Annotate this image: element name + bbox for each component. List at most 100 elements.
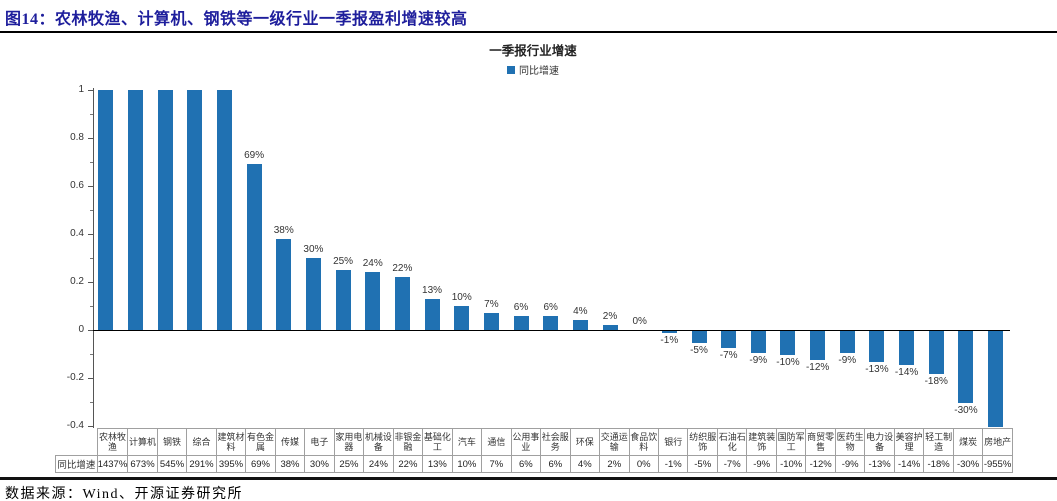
bar-交通运输 (602, 325, 618, 330)
table-category-header: 钢铁 (156, 428, 188, 456)
y-axis-line (93, 88, 94, 428)
table-category-header: 计算机 (127, 428, 158, 456)
bar-value-label: 6% (543, 301, 558, 313)
bar-煤炭 (958, 331, 974, 403)
bar-value-label: 13% (422, 284, 443, 296)
bar-value-label: -7% (719, 349, 738, 361)
table-category-header: 非银金融 (392, 428, 424, 456)
y-axis-tick-label: -0.4 (66, 420, 84, 431)
y-axis-major-tick (88, 378, 93, 379)
bar-电子 (305, 258, 321, 330)
bar-value-label: 30% (303, 244, 324, 255)
table-category-header: 医药生物 (834, 428, 866, 456)
table-value-cell: 395% (215, 455, 247, 473)
table-value-cell: 38% (274, 455, 306, 473)
table-value-cell: -9% (746, 455, 777, 473)
table-value-cell: -12% (805, 455, 836, 473)
table-category-header: 环保 (569, 428, 601, 456)
bar-综合 (187, 90, 203, 330)
table-value-cell: 4% (569, 455, 601, 473)
y-axis-major-tick (88, 138, 93, 139)
chart-data-table: 农林牧渔 计算机 钢铁 综合 建筑材料 有色金属 传媒 电子 家用电器 机械设备 非银金融 基础化工汽… (55, 428, 1013, 473)
data-source-note: 数据来源：Wind、开源证券研究所 (5, 487, 244, 501)
table-category-header: 商贸零售 (805, 428, 836, 456)
table-value-cell: -14% (893, 455, 925, 473)
title-divider (0, 31, 1057, 33)
table-value-cell: 545% (156, 455, 188, 473)
bar-有色金属 (246, 164, 262, 330)
table-category-header: 传媒 (274, 428, 306, 456)
footer-divider (0, 477, 1057, 480)
table-category-header: 机械设备 (363, 428, 394, 456)
table-value-cell: 6% (510, 455, 542, 473)
table-category-header: 家用电器 (333, 428, 365, 456)
bar-value-label: 24% (362, 258, 383, 270)
table-category-header: 煤炭 (952, 428, 984, 456)
table-value-cell: -7% (716, 455, 748, 473)
bar-商贸零售 (810, 331, 826, 360)
chart-legend: 同比增速 (93, 62, 973, 77)
bar-value-label: -13% (865, 364, 889, 376)
bar-石油石化 (721, 331, 737, 348)
legend-swatch-icon (507, 65, 515, 74)
table-value-cell: -9% (834, 455, 866, 473)
table-corner-cell (56, 429, 98, 456)
bar-银行 (661, 331, 677, 334)
y-axis-major-tick (88, 426, 93, 427)
bar-钢铁 (157, 90, 173, 330)
bar-value-label: 22% (392, 263, 413, 275)
bar-value-label: -9% (838, 354, 857, 366)
y-axis-major-tick (88, 90, 93, 91)
table-category-header: 轻工制造 (923, 428, 954, 456)
y-axis-minor-tick (90, 258, 93, 259)
bar-value-label: 38% (273, 224, 294, 236)
table-category-header: 电力设备 (864, 428, 895, 456)
table-category-header: 农林牧渔 (96, 428, 129, 456)
bar-美容护理 (899, 331, 915, 365)
y-axis-minor-tick (90, 306, 93, 307)
bar-value-label: 6% (513, 301, 529, 313)
table-category-header: 通信 (481, 428, 512, 456)
bar-建筑装饰 (750, 331, 766, 353)
y-axis-minor-tick (90, 402, 93, 403)
legend-label: 同比增速 (519, 66, 559, 77)
bar-value-label: -1% (660, 335, 679, 347)
y-axis-tick-label: 0.2 (70, 276, 84, 287)
table-category-header: 纺织服饰 (687, 428, 718, 456)
bar-建筑材料 (216, 90, 232, 330)
y-axis-minor-tick (90, 162, 93, 163)
bar-value-label: 69% (244, 150, 265, 162)
table-value-cell: -955% (982, 455, 1013, 473)
bar-房地产 (988, 331, 1004, 427)
bar-机械设备 (365, 272, 381, 330)
y-axis-tick-label: -0.2 (66, 372, 84, 383)
y-axis-tick-label: 0.4 (70, 228, 84, 239)
table-category-header: 公用事业 (510, 428, 542, 456)
y-axis-major-tick (88, 186, 93, 187)
bar-value-label: -9% (749, 354, 768, 366)
y-axis-minor-tick (90, 114, 93, 115)
figure-title: 图14：农林牧渔、计算机、钢铁等一级行业一季报盈利增速较高 (5, 11, 468, 28)
y-axis-tick-label: 1 (78, 84, 84, 95)
bar-传媒 (276, 238, 292, 330)
bar-国防军工 (780, 331, 796, 355)
table-value-cell: 6% (540, 455, 571, 473)
bar-非银金融 (394, 277, 410, 330)
bar-公用事业 (513, 315, 529, 330)
bar-轻工制造 (928, 331, 944, 375)
table-value-cell: -30% (952, 455, 984, 473)
table-value-cell: 24% (363, 455, 394, 473)
bar-纺织服饰 (691, 331, 707, 343)
table-value-cell: 69% (245, 455, 276, 473)
table-value-cell: -1% (657, 455, 689, 473)
table-category-header: 基础化工 (422, 428, 453, 456)
table-value-cell: -5% (687, 455, 718, 473)
table-row-label: 同比增速 (55, 455, 98, 473)
bar-value-label: 4% (573, 306, 588, 318)
table-category-header: 食品饮料 (628, 428, 660, 456)
table-category-header: 国防军工 (775, 428, 807, 456)
table-value-cell: 10% (451, 455, 483, 473)
table-category-header: 有色金属 (245, 428, 276, 456)
bar-家用电器 (335, 270, 351, 330)
